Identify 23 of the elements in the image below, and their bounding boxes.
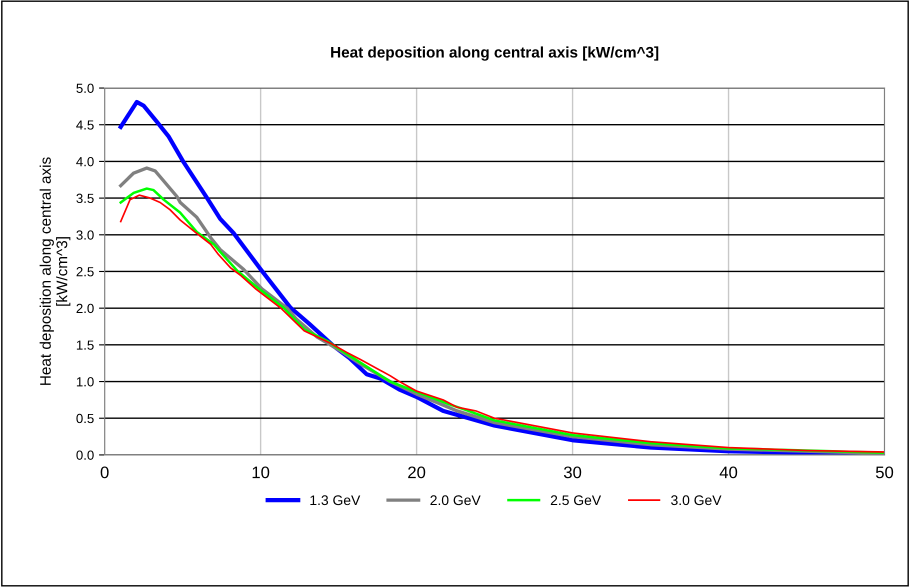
chart-title: Heat deposition along central axis [kW/cm^3]: [331, 46, 658, 61]
y-tick-label: 4.0: [76, 156, 94, 166]
x-tick-label: 40: [720, 466, 738, 478]
y-tick-label: 3.0: [76, 230, 94, 240]
y-tick-label: 1.5: [76, 340, 94, 350]
x-tick-label: 20: [408, 466, 426, 478]
legend-label: 1.3 GeV: [310, 495, 360, 506]
x-tick-label: 10: [252, 466, 270, 478]
y-tick-label: 0.0: [76, 450, 94, 460]
legend-label: 2.5 GeV: [550, 495, 602, 506]
x-tick-label: 30: [564, 466, 582, 478]
x-tick-label: 50: [876, 466, 894, 478]
y-axis-title: Heat deposition along central axis [kW/cm^3]: [40, 157, 70, 385]
y-tick-label: 2.0: [76, 304, 94, 314]
y-tick-label: 1.0: [76, 377, 94, 386]
y-tick-label: 5.0: [76, 84, 94, 93]
y-tick-label: 3.5: [76, 194, 94, 204]
legend-label: 2.0 GeV: [430, 495, 481, 506]
y-tick-label: 0.5: [76, 414, 94, 424]
y-tick-label: 4.5: [76, 120, 94, 130]
y-tick-label: 2.5: [76, 267, 94, 276]
x-tick-label: 0: [100, 466, 109, 478]
legend-label: 3.0 GeV: [671, 495, 722, 506]
